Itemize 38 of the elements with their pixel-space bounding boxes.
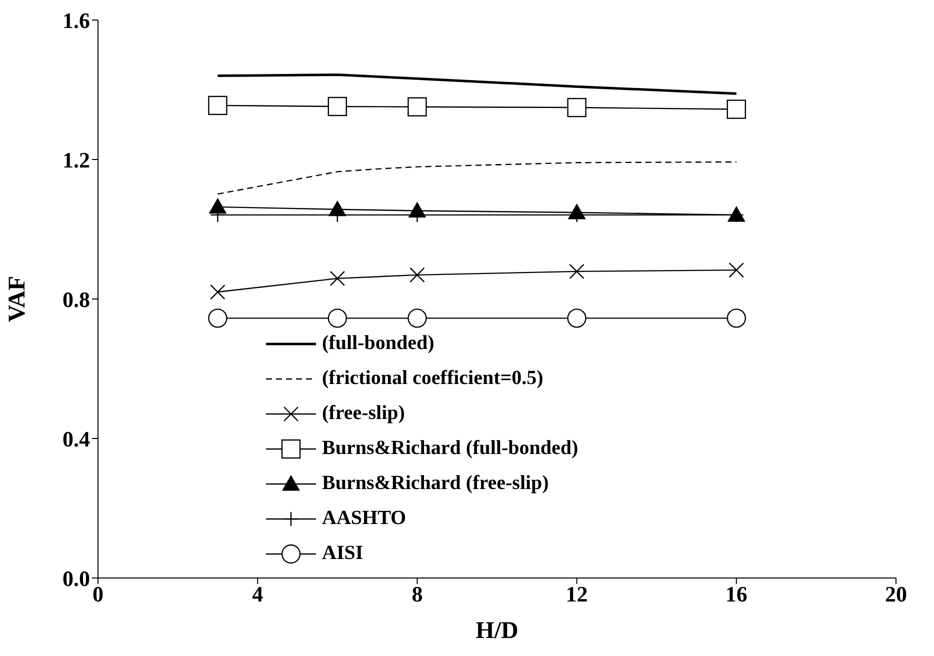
y-tick-label: 0.8 bbox=[62, 286, 90, 312]
point bbox=[210, 284, 226, 300]
point bbox=[726, 308, 746, 328]
point bbox=[567, 98, 586, 118]
point bbox=[408, 308, 427, 328]
legend-label: Burns&Richard (full-bonded) bbox=[322, 436, 578, 461]
point bbox=[208, 308, 228, 328]
legend-label: (free-slip) bbox=[322, 401, 405, 426]
point bbox=[728, 262, 744, 278]
x-axis-title: H/D bbox=[476, 618, 518, 644]
x-tick-label: 4 bbox=[252, 582, 264, 607]
y-tick-label: 1.2 bbox=[62, 147, 90, 172]
point bbox=[410, 267, 425, 283]
point bbox=[328, 308, 347, 328]
x-tick-label: 0 bbox=[92, 582, 104, 607]
x-tick-label: 8 bbox=[412, 582, 423, 607]
x-tick-label: 16 bbox=[725, 582, 748, 607]
point bbox=[330, 270, 345, 286]
line-series bbox=[217, 161, 737, 195]
x-tick-label: 12 bbox=[566, 582, 588, 607]
y-axis-title: VAF bbox=[4, 276, 31, 322]
point bbox=[569, 264, 584, 280]
legend-label: AISI bbox=[322, 541, 364, 566]
y-tick-label: 0.0 bbox=[62, 566, 90, 591]
x-tick-label: 20 bbox=[885, 582, 907, 607]
point bbox=[328, 96, 347, 116]
legend-label: Burns&Richard (free-slip) bbox=[322, 471, 549, 496]
y-tick-label: 1.6 bbox=[62, 8, 90, 33]
point bbox=[208, 96, 228, 116]
legend-label: (full-bonded) bbox=[322, 331, 434, 356]
point bbox=[408, 97, 427, 116]
legend-label: AASHTO bbox=[322, 506, 406, 531]
point bbox=[726, 100, 746, 119]
line-series bbox=[216, 74, 738, 95]
point bbox=[208, 198, 227, 214]
legend-label: (frictional coefficient=0.5) bbox=[322, 366, 544, 391]
point bbox=[567, 308, 586, 328]
y-tick-label: 0.4 bbox=[62, 426, 90, 452]
